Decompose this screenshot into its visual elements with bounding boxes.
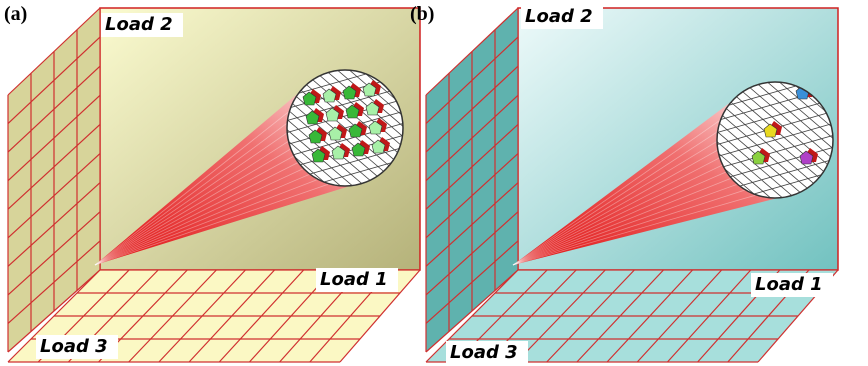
- panel-b: (b) Load 2 Load 1 Load 3: [410, 3, 868, 365]
- figure: (a) Load 2 Load 1 Load 3 (b) Load 2 Load 1 Loa…: [0, 0, 868, 366]
- panel-label: (a): [4, 3, 27, 25]
- load-label: Load 3: [40, 336, 108, 357]
- load-label: Load 3: [450, 342, 518, 363]
- panel-label: (b): [410, 3, 434, 25]
- load-label: Load 1: [320, 269, 388, 290]
- load-label: Load 1: [755, 274, 823, 295]
- load-label: Load 2: [105, 14, 173, 35]
- load-label: Load 2: [525, 6, 593, 27]
